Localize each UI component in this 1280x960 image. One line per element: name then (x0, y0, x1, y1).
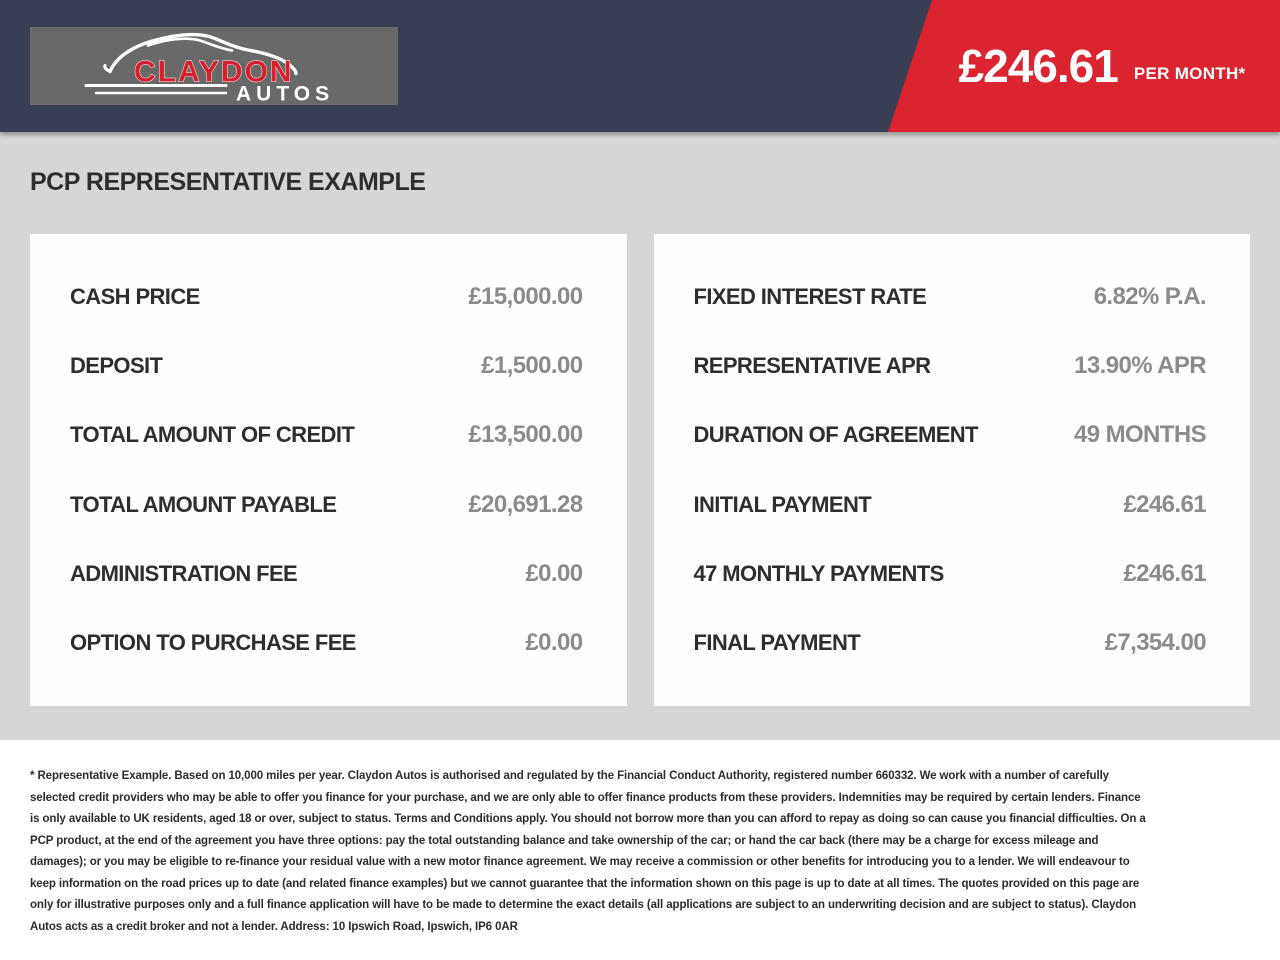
finance-label: FIXED INTEREST RATE (693, 283, 927, 309)
finance-row-interest-rate: FIXED INTEREST RATE 6.82% P.A. (694, 262, 1207, 331)
finance-value: £0.00 (525, 559, 583, 587)
finance-row-option-fee: OPTION TO PURCHASE FEE £0.00 (70, 609, 583, 678)
finance-label: ADMINISTRATION FEE (70, 560, 298, 586)
finance-label: REPRESENTATIVE APR (693, 352, 932, 378)
finance-value: £246.61 (1123, 559, 1206, 587)
main-section: PCP REPRESENTATIVE EXAMPLE CASH PRICE £1… (0, 132, 1280, 740)
page-title: PCP REPRESENTATIVE EXAMPLE (30, 168, 426, 196)
monthly-price-amount: £246.61 (958, 40, 1119, 92)
finance-row-deposit: DEPOSIT £1,500.00 (70, 331, 583, 400)
finance-row-apr: REPRESENTATIVE APR 13.90% APR (694, 331, 1207, 400)
finance-label: TOTAL AMOUNT OF CREDIT (70, 422, 355, 448)
finance-value: 13.90% APR (1074, 351, 1206, 379)
finance-row-admin-fee: ADMINISTRATION FEE £0.00 (70, 539, 583, 608)
finance-label: DURATION OF AGREEMENT (693, 422, 979, 448)
finance-card-left: CASH PRICE £15,000.00 DEPOSIT £1,500.00 … (30, 234, 627, 706)
finance-value: £15,000.00 (468, 282, 583, 310)
disclaimer-text: * Representative Example. Based on 10,00… (30, 770, 1146, 933)
finance-value: £0.00 (525, 629, 583, 657)
finance-row-initial-payment: INITIAL PAYMENT £246.61 (694, 470, 1207, 539)
finance-value: £246.61 (1123, 490, 1206, 518)
finance-label: 47 MONTHLY PAYMENTS (693, 560, 945, 586)
monthly-price-badge: £246.61 PER MONTH* (888, 0, 1280, 132)
header-bar: CLAYDON AUTOS £246.61 PER MONTH* (0, 0, 1280, 132)
dealer-logo: CLAYDON AUTOS (30, 27, 398, 105)
brand-sub-text: AUTOS (236, 83, 334, 106)
finance-card-right: FIXED INTEREST RATE 6.82% P.A. REPRESENT… (653, 234, 1250, 706)
finance-value: £13,500.00 (468, 421, 583, 449)
finance-value: £20,691.28 (468, 490, 583, 518)
finance-row-monthly-payments: 47 MONTHLY PAYMENTS £246.61 (694, 539, 1207, 608)
finance-label: OPTION TO PURCHASE FEE (70, 630, 356, 656)
finance-value: £7,354.00 (1104, 629, 1207, 657)
finance-row-final-payment: FINAL PAYMENT £7,354.00 (694, 609, 1207, 678)
finance-label: DEPOSIT (70, 352, 163, 378)
monthly-price-suffix: PER MONTH* (1133, 64, 1246, 83)
finance-row-total-credit: TOTAL AMOUNT OF CREDIT £13,500.00 (70, 401, 583, 470)
finance-value: £1,500.00 (481, 351, 583, 379)
finance-label: INITIAL PAYMENT (693, 491, 872, 517)
finance-row-duration: DURATION OF AGREEMENT 49 MONTHS (694, 401, 1207, 470)
finance-label: TOTAL AMOUNT PAYABLE (70, 491, 337, 517)
car-logo-icon: CLAYDON AUTOS (84, 32, 334, 106)
finance-value: 6.82% P.A. (1093, 282, 1207, 310)
finance-label: CASH PRICE (70, 283, 200, 309)
finance-cards-row: CASH PRICE £15,000.00 DEPOSIT £1,500.00 … (30, 234, 1250, 706)
finance-row-total-payable: TOTAL AMOUNT PAYABLE £20,691.28 (70, 470, 583, 539)
finance-value: 49 MONTHS (1074, 421, 1207, 449)
footer-section: * Representative Example. Based on 10,00… (0, 740, 1280, 960)
finance-row-cash-price: CASH PRICE £15,000.00 (70, 262, 583, 331)
brand-name-text: CLAYDON (134, 56, 294, 89)
finance-label: FINAL PAYMENT (693, 630, 861, 656)
